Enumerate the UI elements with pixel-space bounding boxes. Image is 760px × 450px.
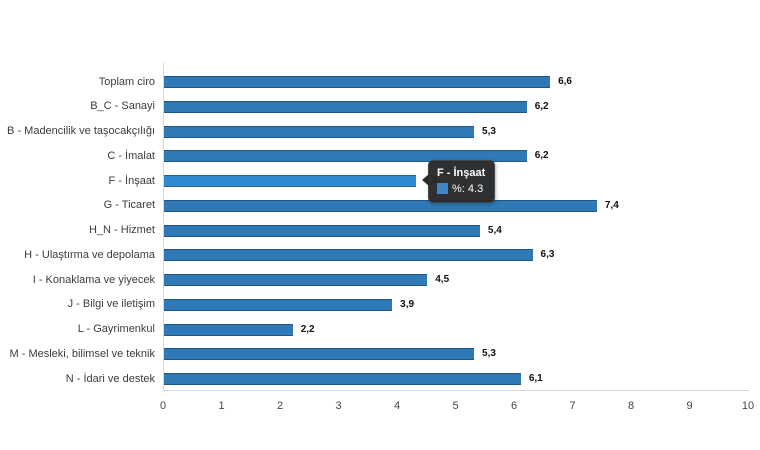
bar-l-gayrimenkul[interactable] (164, 323, 293, 336)
tooltip-value-row: %: 4.3 (437, 183, 485, 196)
value-label: 6,2 (534, 100, 549, 112)
bar-m-mesleki-bilimsel-ve-teknik[interactable] (164, 348, 475, 361)
x-axis-line (163, 390, 749, 391)
category-label: H - Ulaştırma ve depolama (24, 248, 155, 261)
y-axis-line (163, 63, 164, 390)
category-label: J - Bilgi ve iletişim (67, 298, 155, 311)
x-tick-label: 7 (569, 400, 576, 412)
bar-b-madencilik-ve-ta-ocak-l[interactable] (164, 125, 475, 138)
value-label: 5,3 (482, 348, 496, 360)
x-tick-label: 5 (452, 400, 459, 412)
x-tick-label: 0 (159, 400, 167, 412)
bar-b-c-sanayi[interactable] (164, 100, 527, 113)
tooltip-arrow-icon (422, 174, 429, 186)
category-label: H_N - Hizmet (88, 224, 155, 236)
series-swatch-icon (437, 183, 448, 194)
bar-toplam-ciro[interactable] (164, 76, 551, 88)
category-label: N - İdari ve destek (65, 372, 155, 385)
category-label: C - İmalat (107, 149, 155, 162)
value-label: 7,4 (604, 199, 619, 211)
bar-j-bilgi-ve-ileti-im[interactable] (164, 298, 393, 311)
x-tick-label: 6 (510, 400, 518, 412)
value-label: 6,6 (558, 76, 572, 87)
x-tick-label: 10 (741, 400, 755, 412)
tooltip-value: %: 4.3 (452, 183, 484, 195)
category-label: B_C - Sanayi (90, 100, 155, 113)
bar-n-i-dari-ve-destek[interactable] (164, 373, 521, 385)
category-label: F - İnşaat (108, 174, 155, 187)
category-label: B - Madencilik ve taşocakçılığı (7, 125, 155, 137)
bar-h-n-hizmet[interactable] (164, 224, 480, 237)
x-tick-label: 9 (686, 400, 693, 412)
x-tick-label: 3 (335, 400, 342, 412)
x-tick-label: 1 (218, 400, 225, 412)
bar-f-i-n-aat[interactable] (164, 175, 416, 187)
category-label: I - Konaklama ve yiyecek (32, 273, 155, 286)
value-label: 4,5 (435, 274, 450, 285)
x-tick-label: 8 (627, 400, 635, 412)
bar-i-konaklama-ve-yiyecek[interactable] (164, 274, 428, 286)
x-tick-label: 4 (393, 400, 401, 412)
value-label: 2,2 (300, 323, 315, 335)
bar-g-ticaret[interactable] (164, 199, 597, 212)
value-label: 6,3 (540, 249, 555, 261)
tooltip-title: F - İnşaat (437, 167, 486, 179)
category-label: Toplam ciro (98, 75, 155, 88)
bar-c-i-malat[interactable] (164, 150, 527, 163)
bar-h-ula-t-rma-ve-depolama[interactable] (164, 249, 533, 262)
x-tick-label: 2 (276, 400, 284, 412)
value-label: 3,9 (400, 298, 415, 310)
tooltip: F - İnşaat %: 4.3 (422, 160, 496, 203)
value-label: 6,2 (534, 150, 549, 162)
value-label: 5,4 (487, 224, 502, 236)
category-label: M - Mesleki, bilimsel ve teknik (9, 347, 155, 360)
value-label: 6,1 (528, 373, 543, 384)
category-label: G - Ticaret (103, 199, 155, 212)
category-label: L - Gayrimenkul (77, 323, 155, 335)
value-label: 5,3 (482, 125, 496, 137)
